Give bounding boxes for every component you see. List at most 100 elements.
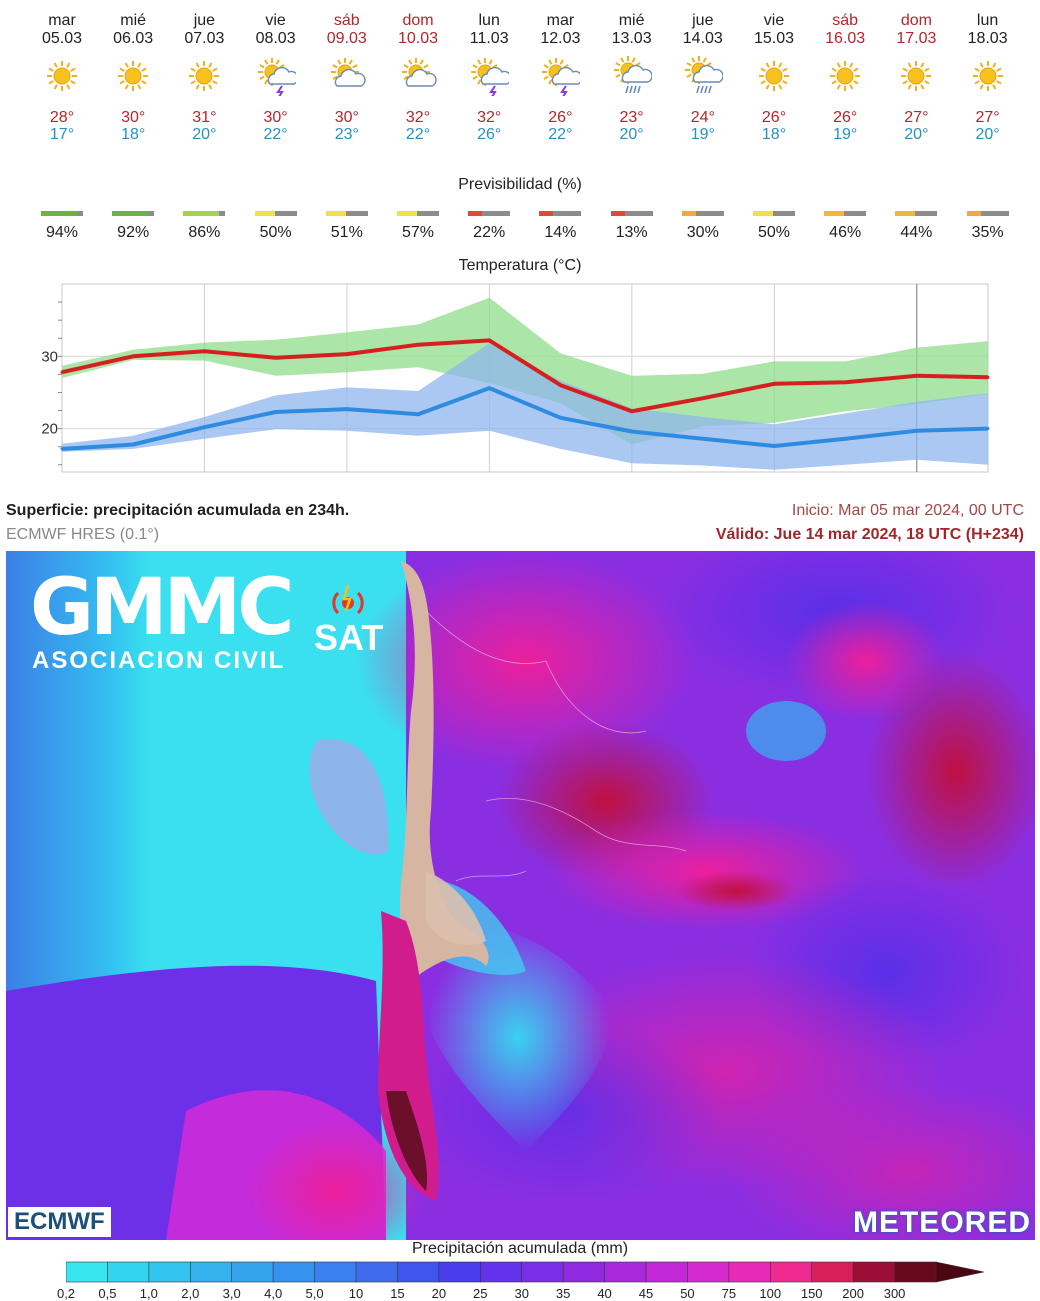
predictability-value: 14% (544, 224, 577, 241)
max-temp-point (60, 370, 64, 374)
day-date: 16.03 (825, 30, 866, 47)
legend-swatch (604, 1261, 647, 1283)
day-name: sáb (832, 12, 859, 29)
forecast-day: lun 11.03 32° 26° (453, 12, 525, 144)
predictability-value: 30% (686, 224, 719, 241)
map-title: Superficie: precipitación acumulada en 2… (6, 502, 350, 519)
day-date: 10.03 (397, 30, 439, 47)
min-temp-point (487, 386, 491, 390)
max-temp: 27° (904, 109, 929, 126)
max-temp: 27° (975, 109, 1000, 126)
sun-icon (189, 61, 220, 91)
day-date: 18.03 (967, 30, 1008, 47)
day-date: 07.03 (184, 30, 225, 47)
legend-swatch (562, 1261, 606, 1283)
min-temp-point (345, 407, 349, 411)
legend-label: 40 (597, 1286, 612, 1301)
day-date: 17.03 (896, 30, 937, 47)
day-date: 11.03 (469, 30, 509, 47)
forecast-day: dom 10.03 32° 22° (382, 12, 454, 144)
max-temp-point (772, 382, 776, 386)
min-temp: 23° (334, 126, 359, 143)
min-temp: 20° (904, 126, 929, 143)
predictability-value: 13% (615, 224, 648, 241)
sun-icon (759, 61, 789, 91)
day-name: jue (193, 12, 216, 29)
max-temp-point (915, 374, 919, 378)
legend-swatch (728, 1261, 772, 1283)
predictability-bar (397, 211, 439, 216)
legend-swatch (852, 1261, 896, 1283)
forecast-days: mar 05.03 28° 17° mié 06.03 30° 18° jue 07.03 31° 2… (0, 0, 1040, 160)
predictability-value: 50% (259, 224, 292, 241)
max-temp: 30° (121, 109, 146, 126)
sat-logo-text: SAT (314, 617, 384, 658)
legend-swatch (894, 1261, 937, 1283)
legend-label: 1,0 (139, 1286, 158, 1301)
predictability-bar (254, 211, 297, 216)
legend-swatch (479, 1261, 523, 1283)
temperature-chart-title: Temperatura (°C) (458, 257, 582, 274)
min-temp-point (559, 416, 563, 420)
legend-swatch (314, 1261, 357, 1283)
predictability-item: 57% (382, 211, 454, 242)
day-date: 08.03 (255, 30, 296, 47)
max-temp-point (345, 352, 349, 356)
max-temp: 26° (761, 109, 787, 126)
sun-icon (901, 61, 932, 91)
predictability-item: 13% (596, 211, 668, 242)
legend-label: 4,0 (264, 1286, 283, 1301)
max-temp-point (844, 380, 848, 384)
legend-swatch (272, 1261, 316, 1283)
sun-icon (118, 61, 149, 91)
min-temp-band (62, 343, 988, 470)
forecast-day: vie 15.03 26° 18° (738, 12, 810, 144)
gmmc-logo: GMMC ASOCIACION CIVIL SAT (26, 563, 383, 681)
min-temp: 20° (975, 126, 1000, 143)
predictability-item: 35% (952, 211, 1024, 242)
legend-label: 50 (680, 1286, 695, 1301)
predictability-item: 14% (524, 211, 596, 242)
predictability-item: 50% (240, 211, 312, 242)
max-temp-point (416, 343, 420, 347)
forecast-day: jue 07.03 31° 20° (168, 12, 240, 144)
min-temp: 26° (477, 126, 502, 143)
sun-icon (47, 61, 77, 91)
legend-swatch (231, 1261, 274, 1283)
predictability-value: 22% (473, 224, 506, 241)
legend-label: 20 (431, 1286, 447, 1301)
sun-icon (830, 61, 861, 91)
gmmc-logo-text: GMMC (30, 563, 295, 653)
min-temp-point (772, 444, 776, 448)
min-temp-point (131, 443, 135, 447)
day-date: 12.03 (540, 30, 581, 47)
day-name: vie (265, 12, 286, 29)
day-name: mié (618, 12, 645, 29)
max-temp: 26° (548, 109, 573, 126)
day-name: dom (402, 12, 434, 29)
predictability-item: 50% (738, 211, 810, 242)
day-date: 15.03 (753, 30, 795, 47)
predictability-bar (41, 211, 83, 216)
predictability-value: 35% (971, 224, 1004, 241)
legend-overflow-arrow (935, 1261, 985, 1283)
legend-swatch (148, 1261, 192, 1283)
day-name: jue (692, 12, 714, 29)
predictability-item: 86% (168, 211, 240, 242)
day-name: mar (48, 12, 76, 29)
legend-swatch (355, 1261, 399, 1283)
legend-swatch (438, 1261, 482, 1283)
predictability-value: 51% (330, 224, 363, 241)
min-temp-point (630, 430, 634, 434)
day-date: 13.03 (611, 30, 652, 47)
predictability-bar (325, 211, 368, 216)
predictability-value: 94% (45, 224, 79, 241)
forecast-day: dom 17.03 27° 20° (880, 12, 952, 144)
legend-swatch (190, 1261, 233, 1283)
max-temp: 32° (405, 109, 431, 126)
max-temp-point (202, 349, 206, 353)
forecast-day: jue 14.03 24° 19° (667, 12, 739, 144)
min-temp: 22° (405, 126, 431, 143)
sun-cloud-storm-icon (542, 58, 581, 96)
